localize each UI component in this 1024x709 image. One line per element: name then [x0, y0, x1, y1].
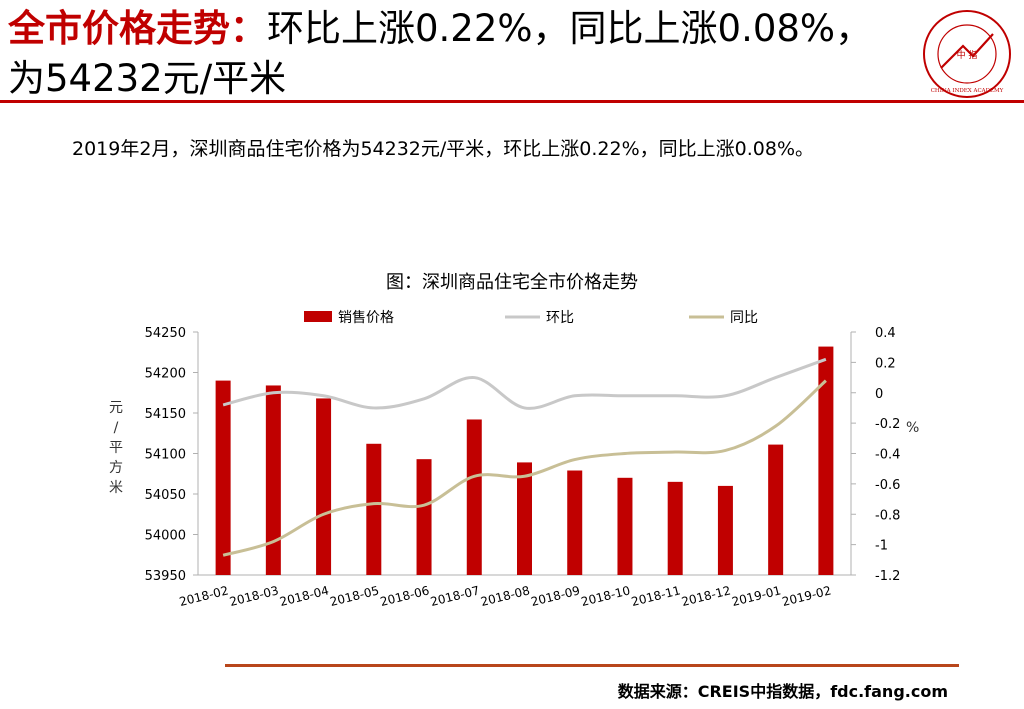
right-tick-label: 0: [875, 387, 883, 402]
left-tick-label: 54250: [145, 326, 186, 341]
legend-label-yoy: 同比: [730, 310, 758, 326]
left-axis-label-char: 平: [109, 440, 123, 456]
slide-title: 全市价格走势：环比上涨0.22%，同比上涨0.08%，为54232元/平米: [8, 4, 898, 104]
bar-sales-price: [416, 459, 432, 575]
x-tick-label: 2019-02: [781, 583, 833, 609]
bar-sales-price: [717, 485, 733, 575]
x-tick-label: 2018-09: [529, 583, 581, 609]
right-tick-label: -0.8: [875, 508, 900, 523]
legend-label-mom: 环比: [546, 310, 574, 326]
x-tick-label: 2018-03: [228, 583, 280, 609]
x-tick-label: 2018-06: [379, 583, 431, 609]
right-tick-label: -0.2: [875, 417, 900, 432]
x-tick-label: 2019-01: [730, 583, 782, 609]
title-rest: 环比上涨0.22%，同比上涨0.08%，为54232元/平米: [8, 7, 873, 100]
x-tick-label: 2018-05: [328, 583, 380, 609]
left-axis-label-char: 方: [109, 460, 123, 476]
bar-sales-price: [818, 346, 834, 575]
right-tick-label: 0.2: [875, 356, 896, 371]
summary-text: 2019年2月，深圳商品住宅价格为54232元/平米，环比上涨0.22%，同比上…: [72, 138, 815, 160]
title-divider: [0, 100, 1024, 103]
right-tick-label: -0.4: [875, 448, 900, 463]
x-tick-label: 2018-07: [429, 583, 481, 609]
left-tick-label: 54100: [145, 448, 186, 463]
legend-swatch-sales-price: [304, 311, 332, 322]
bar-sales-price: [768, 444, 784, 575]
bar-sales-price: [316, 398, 332, 575]
line-yoy: [222, 379, 827, 557]
left-tick-label: 54200: [145, 367, 186, 382]
x-tick-label: 2018-02: [178, 583, 230, 609]
title-highlight: 全市价格走势：: [8, 7, 267, 50]
bar-sales-price: [617, 477, 633, 575]
right-tick-label: -0.6: [875, 478, 900, 493]
left-tick-label: 54150: [145, 407, 186, 422]
right-tick-label: -1: [875, 539, 888, 554]
china-index-academy-logo: 中 指 CHINA INDEX ACADEMY: [923, 10, 1011, 98]
left-tick-label: 54000: [145, 529, 186, 544]
x-tick-label: 2018-12: [680, 583, 732, 609]
logo-english-text: CHINA INDEX ACADEMY: [931, 88, 1004, 94]
bar-sales-price: [265, 385, 281, 575]
left-axis-label-char: /: [114, 420, 119, 436]
left-axis-label-char: 元: [109, 400, 123, 416]
x-tick-label: 2018-08: [479, 583, 531, 609]
bar-sales-price: [366, 443, 382, 575]
logo-center-text: 中 指: [957, 49, 978, 61]
bar-sales-price: [667, 481, 683, 575]
x-tick-label: 2018-04: [278, 583, 330, 609]
footer-divider: [225, 664, 959, 667]
bar-sales-price: [466, 419, 482, 575]
left-tick-label: 53950: [145, 569, 186, 584]
chart-title: 图：深圳商品住宅全市价格走势: [386, 272, 638, 293]
bar-sales-price: [517, 462, 532, 575]
bar-sales-price: [567, 470, 583, 575]
right-tick-label: -1.2: [875, 569, 900, 584]
x-tick-label: 2018-11: [630, 583, 682, 609]
data-source: 数据来源：CREIS中指数据，fdc.fang.com: [617, 682, 948, 701]
right-axis-label: %: [906, 420, 919, 436]
bar-sales-price: [215, 380, 231, 575]
left-tick-label: 54050: [145, 488, 186, 503]
left-axis-label-char: 米: [109, 480, 123, 496]
x-tick-label: 2018-10: [580, 583, 632, 609]
right-tick-label: 0.4: [875, 326, 896, 341]
line-mom: [222, 357, 827, 410]
legend-label-sales-price: 销售价格: [338, 310, 394, 326]
